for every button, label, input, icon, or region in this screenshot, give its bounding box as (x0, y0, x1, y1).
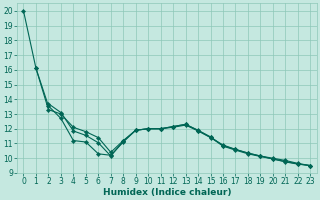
X-axis label: Humidex (Indice chaleur): Humidex (Indice chaleur) (103, 188, 231, 197)
